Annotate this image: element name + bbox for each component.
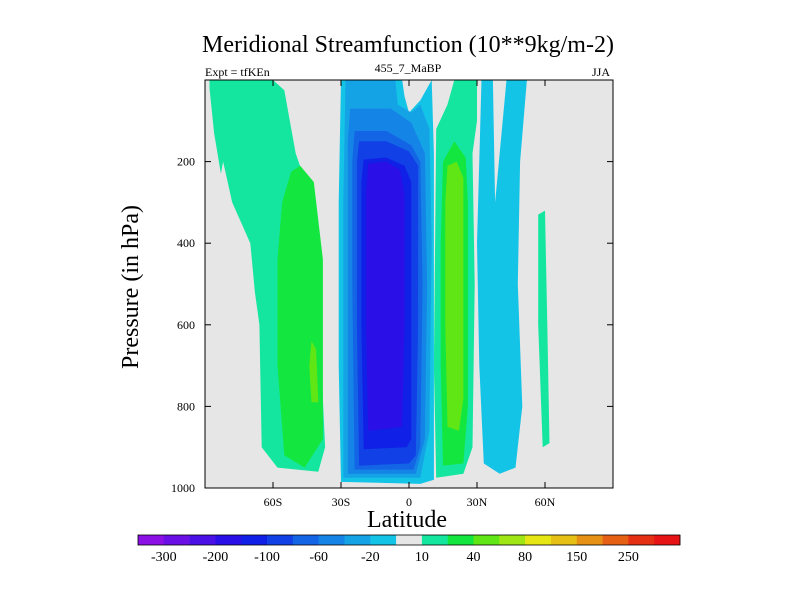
colorbar: -300 -200 -100 -60 -20 10 40 80 150 250 [137, 534, 681, 565]
colorbar-swatch [344, 535, 371, 545]
colorbar-swatch [525, 535, 552, 545]
colorbar-swatch [215, 535, 242, 545]
colorbar-swatch [550, 535, 578, 545]
y-tick-label: 600 [177, 318, 195, 332]
colorbar-label: 80 [518, 550, 532, 565]
colorbar-swatch [654, 535, 681, 545]
colorbar-label: -100 [254, 550, 280, 565]
x-tick-label: 30S [332, 495, 351, 509]
colorbar-swatch [499, 535, 526, 545]
colorbar-swatch [602, 535, 629, 545]
y-tick-label: 400 [177, 236, 195, 250]
contour-region-9 [365, 161, 405, 431]
colorbar-label: 250 [618, 550, 639, 565]
contour-regions [209, 80, 550, 484]
colorbar-label: 10 [415, 550, 429, 565]
colorbar-label: -200 [203, 550, 229, 565]
x-tick-label: 30N [467, 495, 488, 509]
x-axis-title: Latitude [367, 507, 447, 533]
colorbar-swatch [421, 535, 449, 545]
x-tick-label: 0 [406, 495, 412, 509]
colorbar-swatch [576, 535, 603, 545]
colorbar-swatch [189, 535, 216, 545]
colorbar-swatch [241, 535, 268, 545]
colorbar-label: 40 [467, 550, 481, 565]
contour-region-2 [309, 341, 319, 403]
x-tick-label: 60S [264, 495, 283, 509]
colorbar-label: 150 [566, 550, 587, 565]
colorbar-swatch [267, 535, 294, 545]
plot-area: 60S 30S 0 30N 60N 200 400 600 800 1000 [171, 79, 614, 509]
colorbar-label: -60 [309, 550, 328, 565]
case-label: 455_7_MaBP [375, 61, 442, 75]
y-tick-label: 1000 [171, 481, 195, 495]
colorbar-swatch [318, 535, 345, 545]
colorbar-swatch [370, 535, 397, 545]
colorbar-label: -300 [151, 550, 177, 565]
y-axis-ticks: 200 400 600 800 1000 [171, 155, 613, 495]
experiment-label: Expt = tfKEn [205, 65, 270, 79]
contour-region-12 [445, 161, 464, 431]
contour-region-13 [477, 80, 527, 474]
season-label: JJA [592, 65, 610, 79]
x-axis-ticks: 60S 30S 0 30N 60N [264, 80, 556, 509]
colorbar-frame [137, 534, 681, 546]
colorbar-swatch [396, 535, 423, 545]
colorbar-label: -20 [361, 550, 380, 565]
y-axis-title: Pressure (in hPa) [118, 205, 144, 369]
colorbar-swatch [473, 535, 500, 545]
y-tick-label: 200 [177, 155, 195, 169]
colorbar-swatch [292, 535, 319, 545]
colorbar-swatch [628, 535, 655, 545]
contour-region-1 [277, 165, 323, 468]
colorbar-swatch [163, 535, 190, 545]
x-tick-label: 60N [535, 495, 556, 509]
colorbar-swatch [447, 535, 474, 545]
contour-region-14 [538, 210, 550, 448]
colorbar-swatch [138, 535, 165, 545]
chart-title: Meridional Streamfunction (10**9kg/m-2) [202, 32, 614, 58]
y-tick-label: 800 [177, 399, 195, 413]
